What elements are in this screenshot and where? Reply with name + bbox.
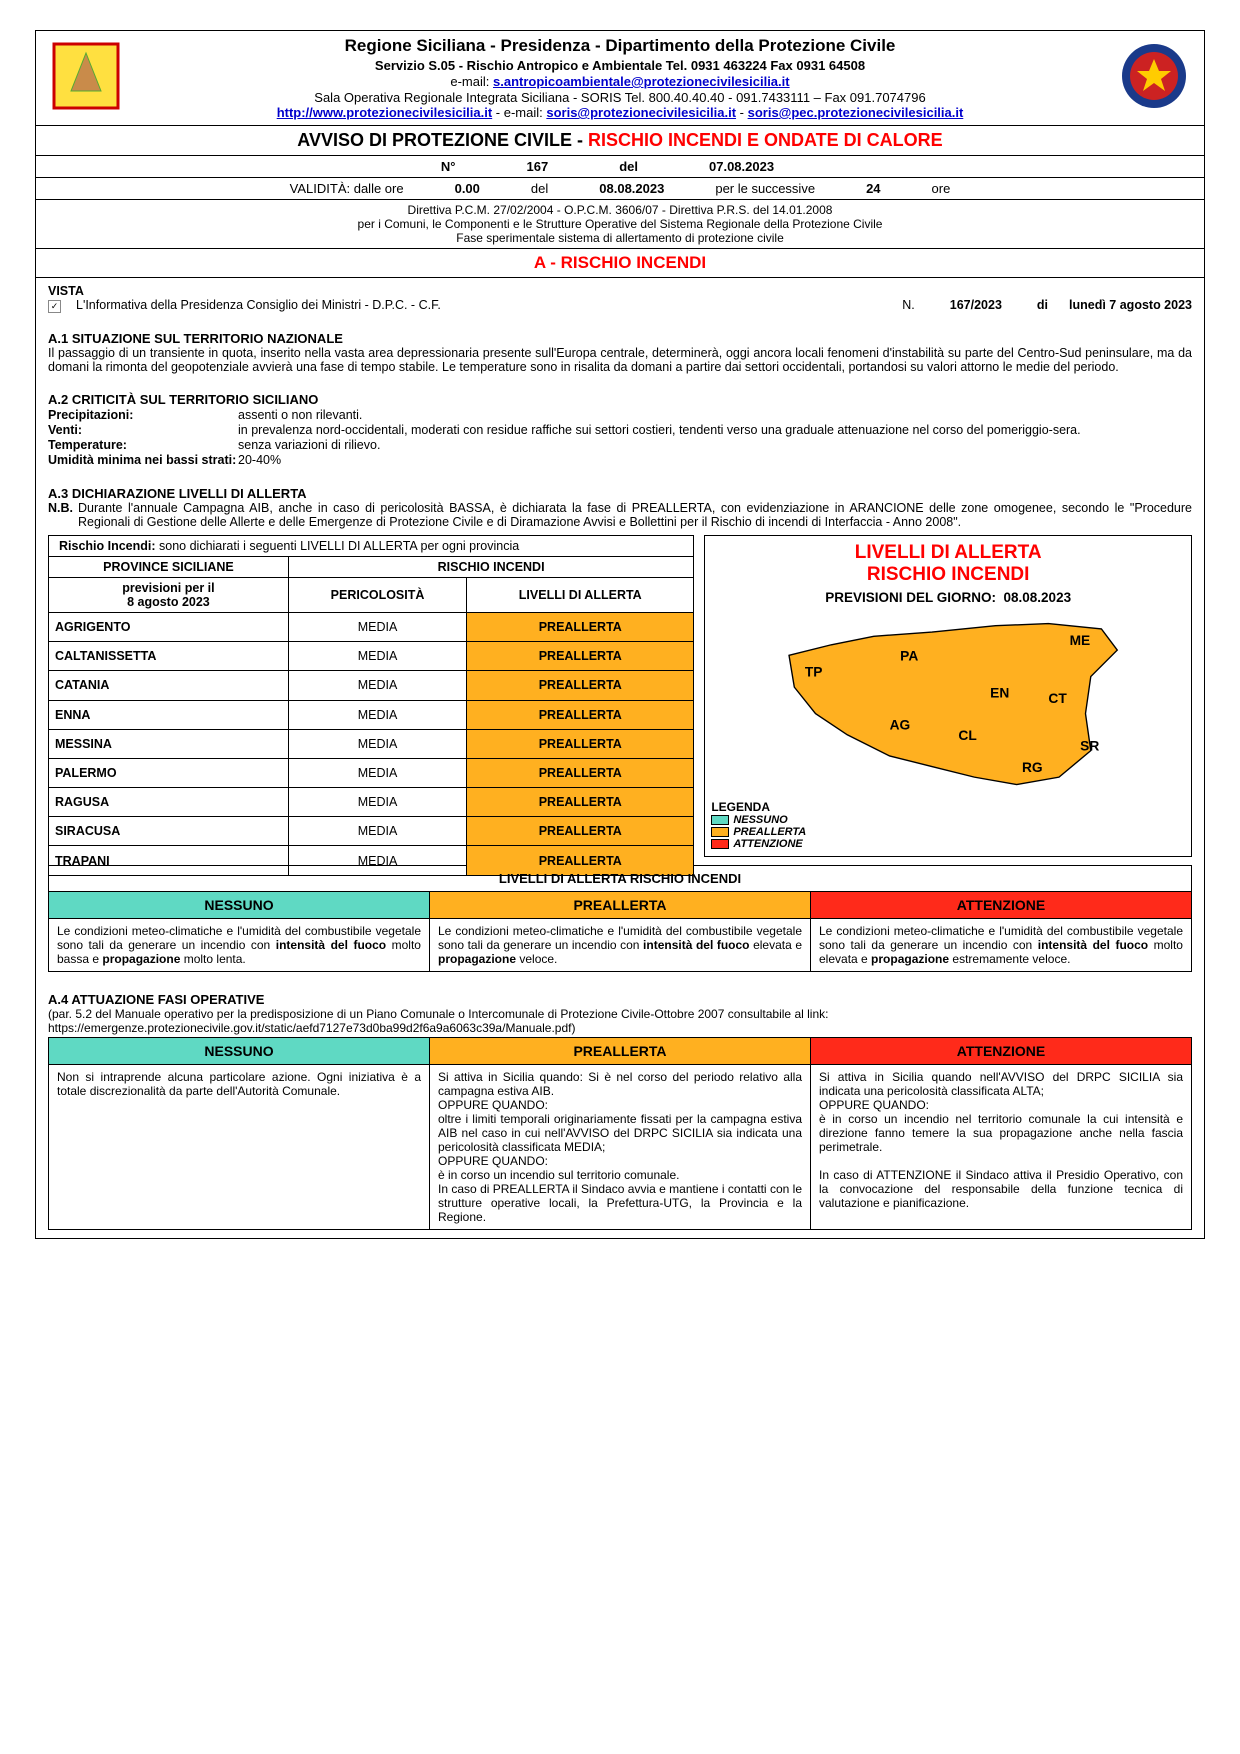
criticality-row: Umidità minima nei bassi strati:20-40% <box>48 453 1192 467</box>
header-title: Regione Siciliana - Presidenza - Diparti… <box>46 36 1194 56</box>
header-website-link[interactable]: http://www.protezionecivilesicilia.it <box>277 105 493 120</box>
table-row: ENNAMEDIAPREALLERTA <box>49 700 694 729</box>
province-label: CL <box>959 728 977 743</box>
phase-header: ATTENZIONE <box>811 1038 1192 1065</box>
vista-heading: VISTA <box>48 284 1192 298</box>
table-row: RAGUSAMEDIAPREALLERTA <box>49 788 694 817</box>
criticality-row: Venti:in prevalenza nord-occidentali, mo… <box>48 423 1192 437</box>
province-label: EN <box>991 686 1010 701</box>
header-soris-email-link[interactable]: soris@protezionecivilesicilia.it <box>546 105 736 120</box>
region-logo-icon <box>51 41 121 111</box>
section-a-title: A - RISCHIO INCENDI <box>36 249 1204 278</box>
province-label: ME <box>1070 633 1091 648</box>
table-row: AGRIGENTOMEDIAPREALLERTA <box>49 613 694 642</box>
bulletin-number-row: N° 167 del 07.08.2023 <box>36 156 1204 178</box>
a1-section: A.1 SITUAZIONE SUL TERRITORIO NAZIONALE … <box>36 319 1204 380</box>
th-danger: PERICOLOSITÀ <box>288 578 466 613</box>
level-header: ATTENZIONE <box>811 892 1192 919</box>
legend-row: NESSUNO <box>711 814 1185 826</box>
table-row: CATANIAMEDIAPREALLERTA <box>49 671 694 700</box>
header-service: Servizio S.05 - Rischio Antropico e Ambi… <box>46 58 1194 73</box>
header-soris: Sala Operativa Regionale Integrata Sicil… <box>46 90 1194 105</box>
province-label: RG <box>1022 760 1043 775</box>
directives: Direttiva P.C.M. 27/02/2004 - O.P.C.M. 3… <box>36 200 1204 249</box>
header: Regione Siciliana - Presidenza - Diparti… <box>36 31 1204 126</box>
th-forecast: previsioni per il8 agosto 2023 <box>49 578 289 613</box>
th-alert: LIVELLI DI ALLERTA <box>467 578 694 613</box>
criticality-row: Precipitazioni:assenti o non rilevanti. <box>48 408 1192 422</box>
header-email-link[interactable]: s.antropicoambientale@protezionecivilesi… <box>493 74 790 89</box>
province-label: TP <box>805 665 823 680</box>
document-page: Regione Siciliana - Presidenza - Diparti… <box>35 30 1205 1239</box>
criticality-row: Temperature:senza variazioni di rilievo. <box>48 438 1192 452</box>
bulletin-date: 07.08.2023 <box>701 156 782 177</box>
legend-row: ATTENZIONE <box>711 838 1185 850</box>
phase-description: Si attiva in Sicilia quando nell'AVVISO … <box>811 1065 1192 1230</box>
a4-section: A.4 ATTUAZIONE FASI OPERATIVE (par. 5.2 … <box>36 980 1204 1037</box>
table-row: MESSINAMEDIAPREALLERTA <box>49 729 694 758</box>
avviso-title: AVVISO DI PROTEZIONE CIVILE - RISCHIO IN… <box>36 126 1204 156</box>
th-provinces: PROVINCE SICILIANE <box>49 557 289 578</box>
phases-description-table: NESSUNOPREALLERTAATTENZIONE Non si intra… <box>48 1037 1192 1230</box>
a3-section: A.3 DICHIARAZIONE LIVELLI DI ALLERTA N.B… <box>36 474 1204 535</box>
province-label: PA <box>901 649 919 664</box>
map-legend: LEGENDA NESSUNOPREALLERTAATTENZIONE <box>711 800 1185 850</box>
level-header: PREALLERTA <box>430 892 811 919</box>
protezione-civile-logo-icon <box>1119 41 1189 111</box>
a2-section: A.2 CRITICITÀ SUL TERRITORIO SICILIANO P… <box>36 380 1204 474</box>
legend-row: PREALLERTA <box>711 826 1185 838</box>
levels-description-table: LIVELLI DI ALLERTA RISCHIO INCENDI NESSU… <box>48 865 1192 972</box>
level-description: Le condizioni meteo-climatiche e l'umidi… <box>49 919 430 972</box>
phase-description: Non si intraprende alcuna particolare az… <box>49 1065 430 1230</box>
header-email-line: e-mail: s.antropicoambientale@protezione… <box>46 74 1194 89</box>
province-label: SR <box>1081 739 1100 754</box>
th-risk: RISCHIO INCENDI <box>288 557 693 578</box>
level-description: Le condizioni meteo-climatiche e l'umidi… <box>430 919 811 972</box>
checkbox-icon: ✓ <box>48 300 61 313</box>
sicily-map-icon: TP PA ME AG CL EN CT SR RG <box>711 613 1185 793</box>
level-description: Le condizioni meteo-climatiche e l'umidi… <box>811 919 1192 972</box>
table-row: SIRACUSAMEDIAPREALLERTA <box>49 817 694 846</box>
table-row: PALERMOMEDIAPREALLERTA <box>49 758 694 787</box>
vista-section: VISTA ✓ L'Informativa della Presidenza C… <box>36 278 1204 319</box>
header-pec-link[interactable]: soris@pec.protezionecivilesicilia.it <box>748 105 964 120</box>
phase-header: PREALLERTA <box>430 1038 811 1065</box>
risk-area: Rischio Incendi: sono dichiarati i segue… <box>36 535 1204 865</box>
map-box: LIVELLI DI ALLERTA RISCHIO INCENDI PREVI… <box>704 535 1192 857</box>
phase-header: NESSUNO <box>49 1038 430 1065</box>
header-links: http://www.protezionecivilesicilia.it - … <box>46 105 1194 120</box>
level-header: NESSUNO <box>49 892 430 919</box>
phase-description: Si attiva in Sicilia quando: Si è nel co… <box>430 1065 811 1230</box>
table-row: CALTANISSETTAMEDIAPREALLERTA <box>49 642 694 671</box>
province-label: AG <box>890 717 911 732</box>
validity-row: VALIDITÀ: dalle ore 0.00 del 08.08.2023 … <box>36 178 1204 200</box>
risk-table: Rischio Incendi: sono dichiarati i segue… <box>48 535 694 876</box>
bulletin-number: 167 <box>519 156 557 177</box>
province-label: CT <box>1049 691 1068 706</box>
